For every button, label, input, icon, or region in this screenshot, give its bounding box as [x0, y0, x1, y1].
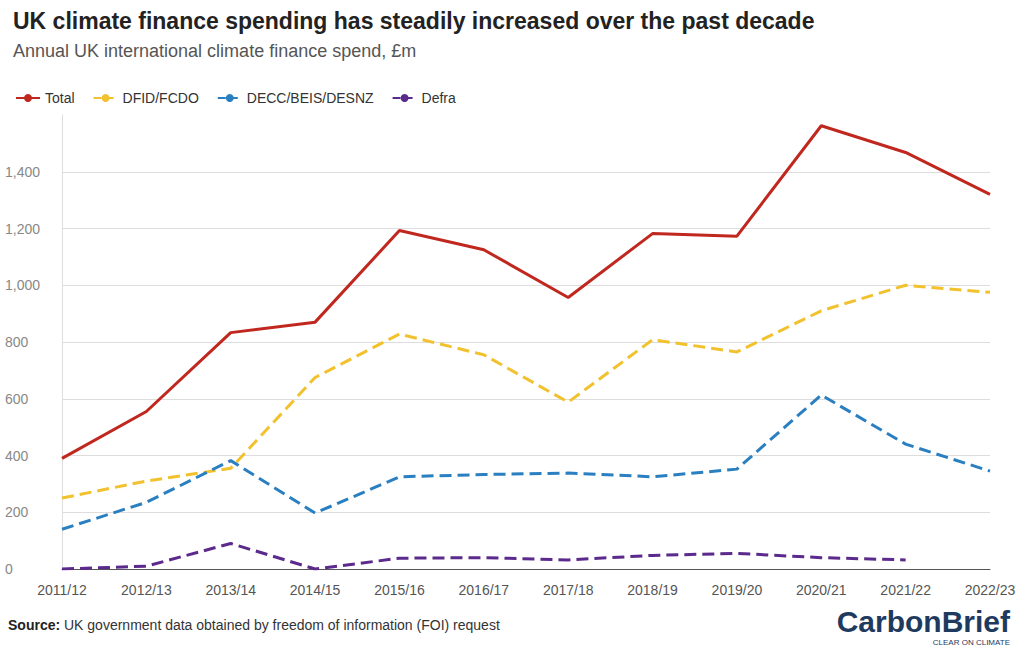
- svg-text:Source:: Source:: [8, 617, 60, 633]
- svg-text:UK government data obtained by: UK government data obtained by freedom o…: [60, 617, 500, 633]
- svg-text:2012/13: 2012/13: [121, 582, 172, 598]
- svg-text:2022/23: 2022/23: [965, 582, 1016, 598]
- svg-text:CarbonBrief: CarbonBrief: [837, 605, 1011, 638]
- svg-text:2016/17: 2016/17: [459, 582, 510, 598]
- svg-text:CLEAR ON CLIMATE: CLEAR ON CLIMATE: [933, 638, 1010, 647]
- svg-text:600: 600: [5, 391, 29, 407]
- svg-text:Total: Total: [45, 90, 75, 106]
- svg-text:2014/15: 2014/15: [290, 582, 341, 598]
- svg-text:400: 400: [5, 448, 29, 464]
- svg-text:800: 800: [5, 334, 29, 350]
- svg-text:2015/16: 2015/16: [374, 582, 425, 598]
- svg-text:DECC/BEIS/DESNZ: DECC/BEIS/DESNZ: [247, 90, 374, 106]
- svg-text:1,200: 1,200: [5, 221, 40, 237]
- svg-text:2020/21: 2020/21: [796, 582, 847, 598]
- svg-text:1,400: 1,400: [5, 164, 40, 180]
- svg-text:DFID/FCDO: DFID/FCDO: [123, 90, 199, 106]
- svg-text:2013/14: 2013/14: [205, 582, 256, 598]
- svg-text:Defra: Defra: [422, 90, 456, 106]
- svg-text:0: 0: [5, 561, 13, 577]
- svg-text:2018/19: 2018/19: [627, 582, 678, 598]
- svg-text:2011/12: 2011/12: [37, 582, 87, 598]
- svg-text:2021/22: 2021/22: [880, 582, 931, 598]
- svg-text:2019/20: 2019/20: [712, 582, 763, 598]
- svg-text:1,000: 1,000: [5, 277, 40, 293]
- svg-text:UK climate finance spending ha: UK climate finance spending has steadily…: [13, 8, 814, 34]
- svg-text:200: 200: [5, 504, 29, 520]
- svg-text:2017/18: 2017/18: [543, 582, 594, 598]
- svg-text:Annual UK international climat: Annual UK international climate finance …: [13, 41, 416, 61]
